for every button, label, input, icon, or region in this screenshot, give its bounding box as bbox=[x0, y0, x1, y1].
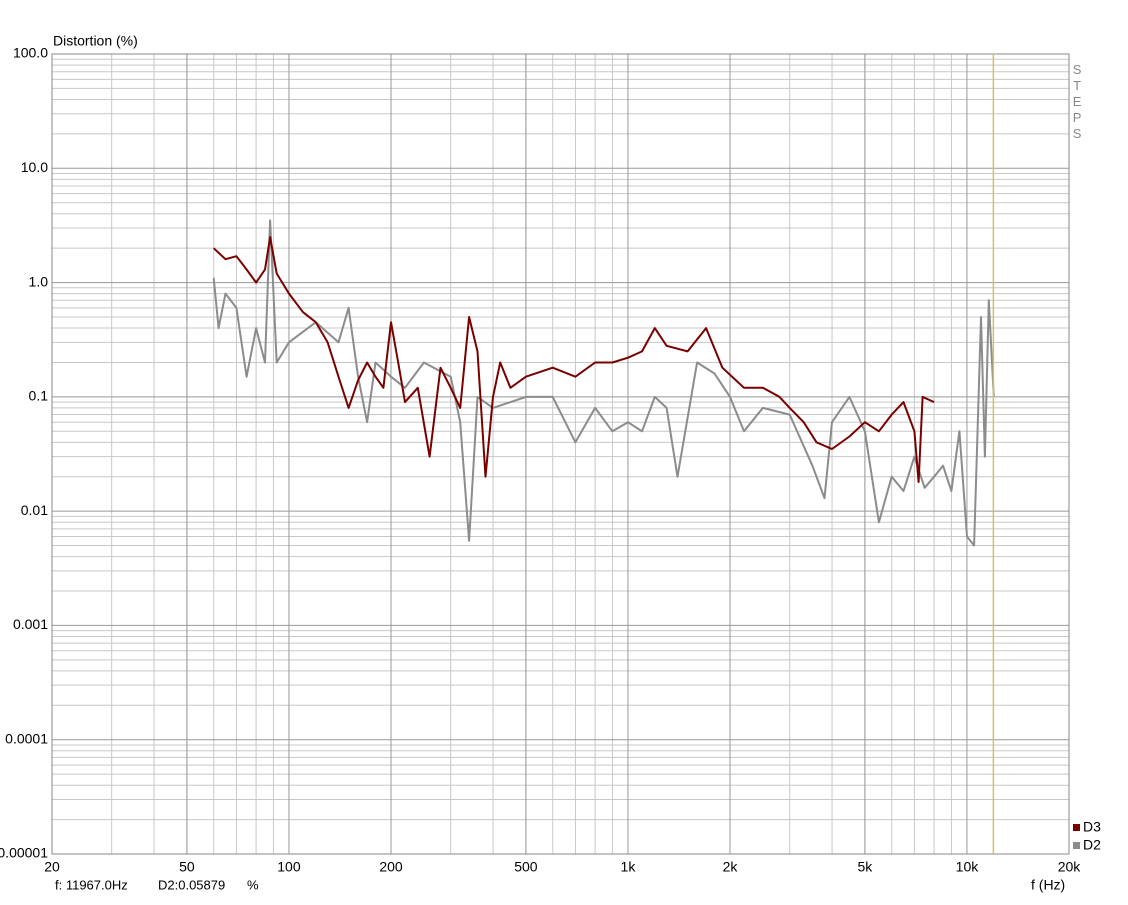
grid bbox=[51, 53, 1070, 855]
legend-label: D3 bbox=[1083, 819, 1101, 835]
x-tick-label: 2k bbox=[723, 859, 739, 875]
y-axis-label: Distortion (%) bbox=[53, 33, 138, 49]
y-tick-label: 0.1 bbox=[29, 388, 49, 404]
plot-frame bbox=[51, 53, 1070, 855]
y-tick-label: 0.00001 bbox=[0, 845, 48, 861]
y-tick-label: 0.0001 bbox=[5, 730, 48, 746]
x-tick-label: 1k bbox=[621, 859, 637, 875]
legend-swatch bbox=[1073, 842, 1080, 849]
x-tick-label: 200 bbox=[379, 859, 403, 875]
x-tick-label: 50 bbox=[179, 859, 195, 875]
y-tick-label: 10.0 bbox=[21, 159, 48, 175]
cursor-unit: % bbox=[247, 877, 259, 892]
series-line bbox=[212, 219, 995, 547]
x-tick-label: 10k bbox=[956, 859, 980, 875]
x-tick-label: 100 bbox=[277, 859, 301, 875]
series-line bbox=[213, 236, 935, 483]
x-tick-label: 500 bbox=[514, 859, 538, 875]
labels: Distortion (%) f (Hz) STEPS f: 11967.0Hz… bbox=[0, 33, 1101, 893]
x-tick-label: 5k bbox=[858, 859, 874, 875]
y-tick-label: 1.0 bbox=[29, 273, 49, 289]
cursor-frequency: f: 11967.0Hz bbox=[55, 877, 128, 892]
y-tick-label: 0.01 bbox=[21, 502, 48, 518]
x-tick-label: 20 bbox=[44, 859, 60, 875]
y-tick-label: 100.0 bbox=[13, 45, 48, 61]
legend-swatch bbox=[1073, 824, 1080, 831]
y-tick-label: 0.001 bbox=[13, 616, 48, 632]
x-axis-label: f (Hz) bbox=[1031, 877, 1065, 893]
cursor-reading: D2:0.05879 bbox=[158, 877, 225, 892]
legend-label: D2 bbox=[1083, 837, 1101, 853]
x-tick-label: 20k bbox=[1058, 859, 1082, 875]
side-label: STEPS bbox=[1070, 62, 1085, 142]
plot bbox=[212, 54, 995, 854]
